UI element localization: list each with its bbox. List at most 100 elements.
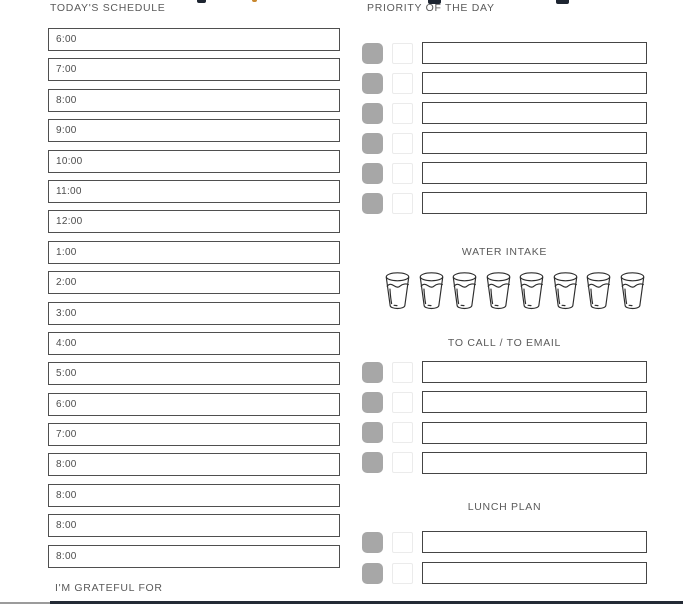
text-input-box[interactable] [422,192,647,214]
filled-marker-box[interactable] [362,452,383,474]
water-cup-tracker [383,271,647,312]
slot-time-label: 6:00 [56,398,77,410]
checkbox[interactable] [392,361,413,383]
slot-time-label: 5:00 [56,368,77,380]
schedule-slot-input[interactable]: 3:00 [48,301,340,325]
checklist-row [362,531,647,553]
filled-marker-box[interactable] [362,132,383,154]
schedule-slot-input[interactable]: 1:00 [48,240,340,264]
page-edge-line [0,601,50,604]
slot-time-label: 7:00 [56,64,77,76]
filled-marker-box[interactable] [362,42,383,64]
text-input-box[interactable] [422,562,647,584]
slot-time-label: 8:00 [56,520,77,532]
filled-marker-box[interactable] [362,361,383,383]
checklist-row [362,391,647,414]
schedule-slot-input[interactable]: 8:00 [48,483,340,507]
water-glass-icon[interactable] [551,271,580,312]
to-call-to-email-checklist [362,361,647,482]
schedule-slot-input[interactable]: 9:00 [48,119,340,143]
slot-time-label: 2:00 [56,277,77,289]
text-input-box[interactable] [422,391,647,414]
schedule-slot-input[interactable]: 6:00 [48,392,340,416]
schedule-slot-input[interactable]: 8:00 [48,453,340,477]
grateful-input-top-border [50,600,683,604]
clipped-title-fragment [556,0,569,4]
checklist-row [362,361,647,383]
checkbox[interactable] [392,422,413,444]
checklist-row [362,421,647,444]
schedule-section-title: TODAY'S SCHEDULE [50,2,166,14]
lunch-plan-checklist [362,531,647,593]
water-glass-icon[interactable] [517,271,546,312]
schedule-slot-input[interactable]: 10:00 [48,149,340,173]
checklist-row [362,102,647,124]
checkbox[interactable] [392,132,413,154]
filled-marker-box[interactable] [362,391,383,413]
checklist-row [362,192,647,214]
text-input-box[interactable] [422,42,647,64]
checkbox[interactable] [392,72,413,94]
text-input-box[interactable] [422,451,647,474]
text-input-box[interactable] [422,162,647,184]
slot-time-label: 12:00 [56,216,83,228]
schedule-slot-input[interactable]: 7:00 [48,423,340,447]
checklist-row [362,162,647,184]
clipped-title-fragment [197,0,206,3]
water-intake-section-title: WATER INTAKE [461,246,548,258]
checkbox[interactable] [392,192,413,214]
schedule-slot-input[interactable]: 8:00 [48,514,340,538]
text-input-box[interactable] [422,361,647,383]
filled-marker-box[interactable] [362,562,383,584]
filled-marker-box[interactable] [362,192,383,214]
water-glass-icon[interactable] [383,271,412,312]
checkbox[interactable] [392,531,413,553]
slot-time-label: 6:00 [56,34,77,45]
text-input-box[interactable] [422,72,647,94]
filled-marker-box[interactable] [362,531,383,553]
slot-time-label: 8:00 [56,94,77,106]
slot-time-label: 7:00 [56,429,77,441]
text-input-box[interactable] [422,132,647,154]
schedule-slot-input[interactable]: 4:00 [48,331,340,355]
water-glass-icon[interactable] [584,271,613,312]
water-glass-icon[interactable] [484,271,513,312]
checkbox[interactable] [392,42,413,64]
text-input-box[interactable] [422,102,647,124]
checkbox[interactable] [392,391,413,413]
filled-marker-box[interactable] [362,162,383,184]
water-glass-icon[interactable] [618,271,647,312]
checklist-row [362,451,647,474]
slot-time-label: 1:00 [56,246,77,258]
priority-checklist [362,42,647,222]
checkbox[interactable] [392,162,413,184]
slot-time-label: 8:00 [56,489,77,501]
checklist-row [362,562,647,584]
schedule-slot-input[interactable]: 12:00 [48,210,340,234]
schedule-slot-input[interactable]: 6:00 [48,28,340,51]
water-glass-icon[interactable] [417,271,446,312]
schedule-slot-input[interactable]: 5:00 [48,362,340,386]
schedule-slot-input[interactable]: 8:00 [48,88,340,112]
filled-marker-box[interactable] [362,422,383,444]
to-call-to-email-section-title: TO CALL / TO EMAIL [447,337,562,349]
checkbox[interactable] [392,562,413,584]
schedule-slot-input[interactable]: 7:00 [48,58,340,82]
slot-time-label: 3:00 [56,307,77,319]
slot-time-label: 8:00 [56,459,77,471]
filled-marker-box[interactable] [362,102,383,124]
slot-time-label: 8:00 [56,550,77,562]
filled-marker-box[interactable] [362,72,383,94]
text-input-box[interactable] [422,531,647,553]
slot-time-label: 9:00 [56,125,77,137]
text-input-box[interactable] [422,421,647,444]
water-glass-icon[interactable] [450,271,479,312]
checkbox[interactable] [392,102,413,124]
schedule-slot-input[interactable]: 8:00 [48,544,340,568]
schedule-slot-input[interactable]: 11:00 [48,179,340,203]
slot-time-label: 11:00 [56,185,82,197]
clipped-title-fragment [428,0,441,4]
schedule-slot-input[interactable]: 2:00 [48,271,340,295]
checkbox[interactable] [392,452,413,474]
